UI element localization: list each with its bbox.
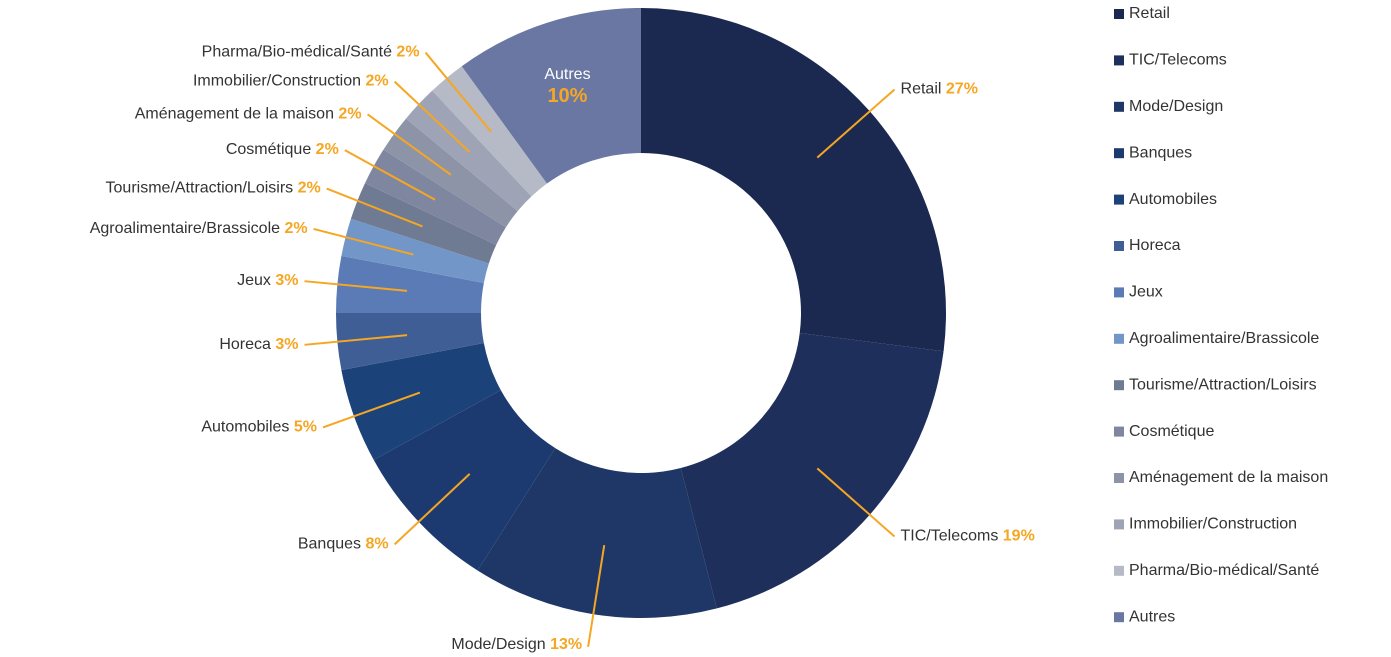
slice-label: Mode/Design 13% xyxy=(451,636,582,653)
slice-value-label: 5% xyxy=(294,419,317,436)
legend-label: Tourisme/Attraction/Loisirs xyxy=(1129,376,1317,393)
slice-value-label: 2% xyxy=(284,220,307,237)
slice-category: Automobiles xyxy=(201,419,289,436)
slice-category: Agroalimentaire/Brassicole xyxy=(90,220,280,237)
slice-category: Cosmétique xyxy=(226,141,311,158)
slice-label: Aménagement de la maison 2% xyxy=(135,106,362,123)
leader-line xyxy=(322,391,421,429)
legend-label: TIC/Telecoms xyxy=(1129,52,1227,69)
slice-value-label: 2% xyxy=(298,180,321,197)
leader-line xyxy=(366,113,452,176)
slice-value-label: 8% xyxy=(365,536,388,553)
donut-slice xyxy=(365,149,506,245)
slice-value-label: 3% xyxy=(275,336,298,353)
slice-category: Jeux xyxy=(237,272,271,289)
legend-label: Automobiles xyxy=(1129,191,1217,208)
legend-swatch xyxy=(1114,55,1124,66)
leader-line xyxy=(326,187,423,228)
legend-swatch xyxy=(1114,241,1124,251)
donut-slice xyxy=(680,333,944,609)
legend-label: Cosmétique xyxy=(1129,423,1214,440)
slice-value-label: 3% xyxy=(275,272,298,289)
slice-category: Mode/Design xyxy=(451,636,545,653)
slice-category: Tourisme/Attraction/Loisirs xyxy=(106,180,294,197)
slice-label: Retail 27% xyxy=(901,81,978,98)
slice-category: Retail xyxy=(901,81,942,98)
slice-category: Banques xyxy=(298,536,361,553)
leader-line xyxy=(393,473,471,546)
legend-label: Retail xyxy=(1129,5,1170,22)
slice-label: Banques 8% xyxy=(298,536,389,553)
slice-category: Horeca xyxy=(219,336,271,353)
legend-swatch xyxy=(1114,333,1124,344)
slice-label: Agroalimentaire/Brassicole 2% xyxy=(90,220,308,237)
donut-slice xyxy=(341,342,501,460)
legend-label: Pharma/Bio-médical/Santé xyxy=(1129,562,1319,579)
slice-value-label: 2% xyxy=(396,44,419,61)
legend-swatch xyxy=(1114,426,1124,437)
slice-value-label: 2% xyxy=(365,73,388,90)
donut-slice xyxy=(341,218,489,284)
donut-slice xyxy=(461,8,641,184)
legend-label: Agroalimentaire/Brassicole xyxy=(1129,330,1319,347)
slice-value-label: 10% xyxy=(547,85,587,107)
slice-label: Automobiles 5% xyxy=(201,419,317,436)
slice-label: Immobilier/Construction 2% xyxy=(193,73,389,90)
donut-slice xyxy=(373,390,556,571)
donut-slice xyxy=(641,8,947,352)
legend-swatch xyxy=(1114,473,1124,483)
donut-slice xyxy=(383,118,518,228)
legend-label: Aménagement de la maison xyxy=(1129,469,1328,486)
slice-value-label: 19% xyxy=(1003,528,1035,545)
slice-label: Jeux 3% xyxy=(237,272,298,289)
slice-category: Pharma/Bio-médical/Santé xyxy=(202,44,392,61)
leader-line xyxy=(424,51,492,133)
slice-category: TIC/Telecoms xyxy=(901,528,999,545)
slice-category: Aménagement de la maison xyxy=(135,106,334,123)
slice-value-label: 13% xyxy=(550,636,582,653)
legend-label: Jeux xyxy=(1129,284,1163,301)
slice-value-label: 27% xyxy=(946,81,978,98)
legend-swatch xyxy=(1114,101,1124,112)
legend-label: Horeca xyxy=(1129,237,1181,254)
leader-line xyxy=(304,334,408,346)
donut-slice xyxy=(336,255,484,313)
leader-line xyxy=(587,544,606,647)
leader-line xyxy=(313,227,414,256)
legend-swatch xyxy=(1114,9,1124,19)
slice-label: TIC/Telecoms 19% xyxy=(901,528,1035,545)
slice-value-label: 2% xyxy=(338,106,361,123)
legend-swatch xyxy=(1114,287,1124,298)
legend-swatch xyxy=(1114,565,1124,576)
slice-label: Pharma/Bio-médical/Santé 2% xyxy=(202,44,420,61)
donut-slice xyxy=(350,183,497,264)
leader-line xyxy=(344,149,436,201)
slice-category: Immobilier/Construction xyxy=(193,73,361,90)
slice-value-label: 2% xyxy=(316,141,339,158)
donut-slice xyxy=(336,313,484,371)
legend-swatch xyxy=(1114,380,1124,391)
slice-label: Cosmétique 2% xyxy=(226,141,339,158)
legend-swatch xyxy=(1114,612,1124,623)
legend-label: Mode/Design xyxy=(1129,98,1223,115)
slice-label: Tourisme/Attraction/Loisirs 2% xyxy=(106,180,321,197)
legend-label: Banques xyxy=(1129,144,1192,161)
slice-label: Autres xyxy=(544,66,590,83)
legend-swatch xyxy=(1114,148,1124,159)
leader-line xyxy=(816,467,896,538)
slice-label: Horeca 3% xyxy=(219,336,298,353)
donut-slice xyxy=(477,448,717,618)
legend-label: Immobilier/Construction xyxy=(1129,516,1297,533)
legend-swatch xyxy=(1114,194,1124,205)
leader-line xyxy=(816,88,896,159)
legend-label: Autres xyxy=(1129,608,1175,625)
leader-line xyxy=(304,280,408,292)
legend-swatch xyxy=(1114,519,1124,530)
leader-line xyxy=(393,80,471,153)
